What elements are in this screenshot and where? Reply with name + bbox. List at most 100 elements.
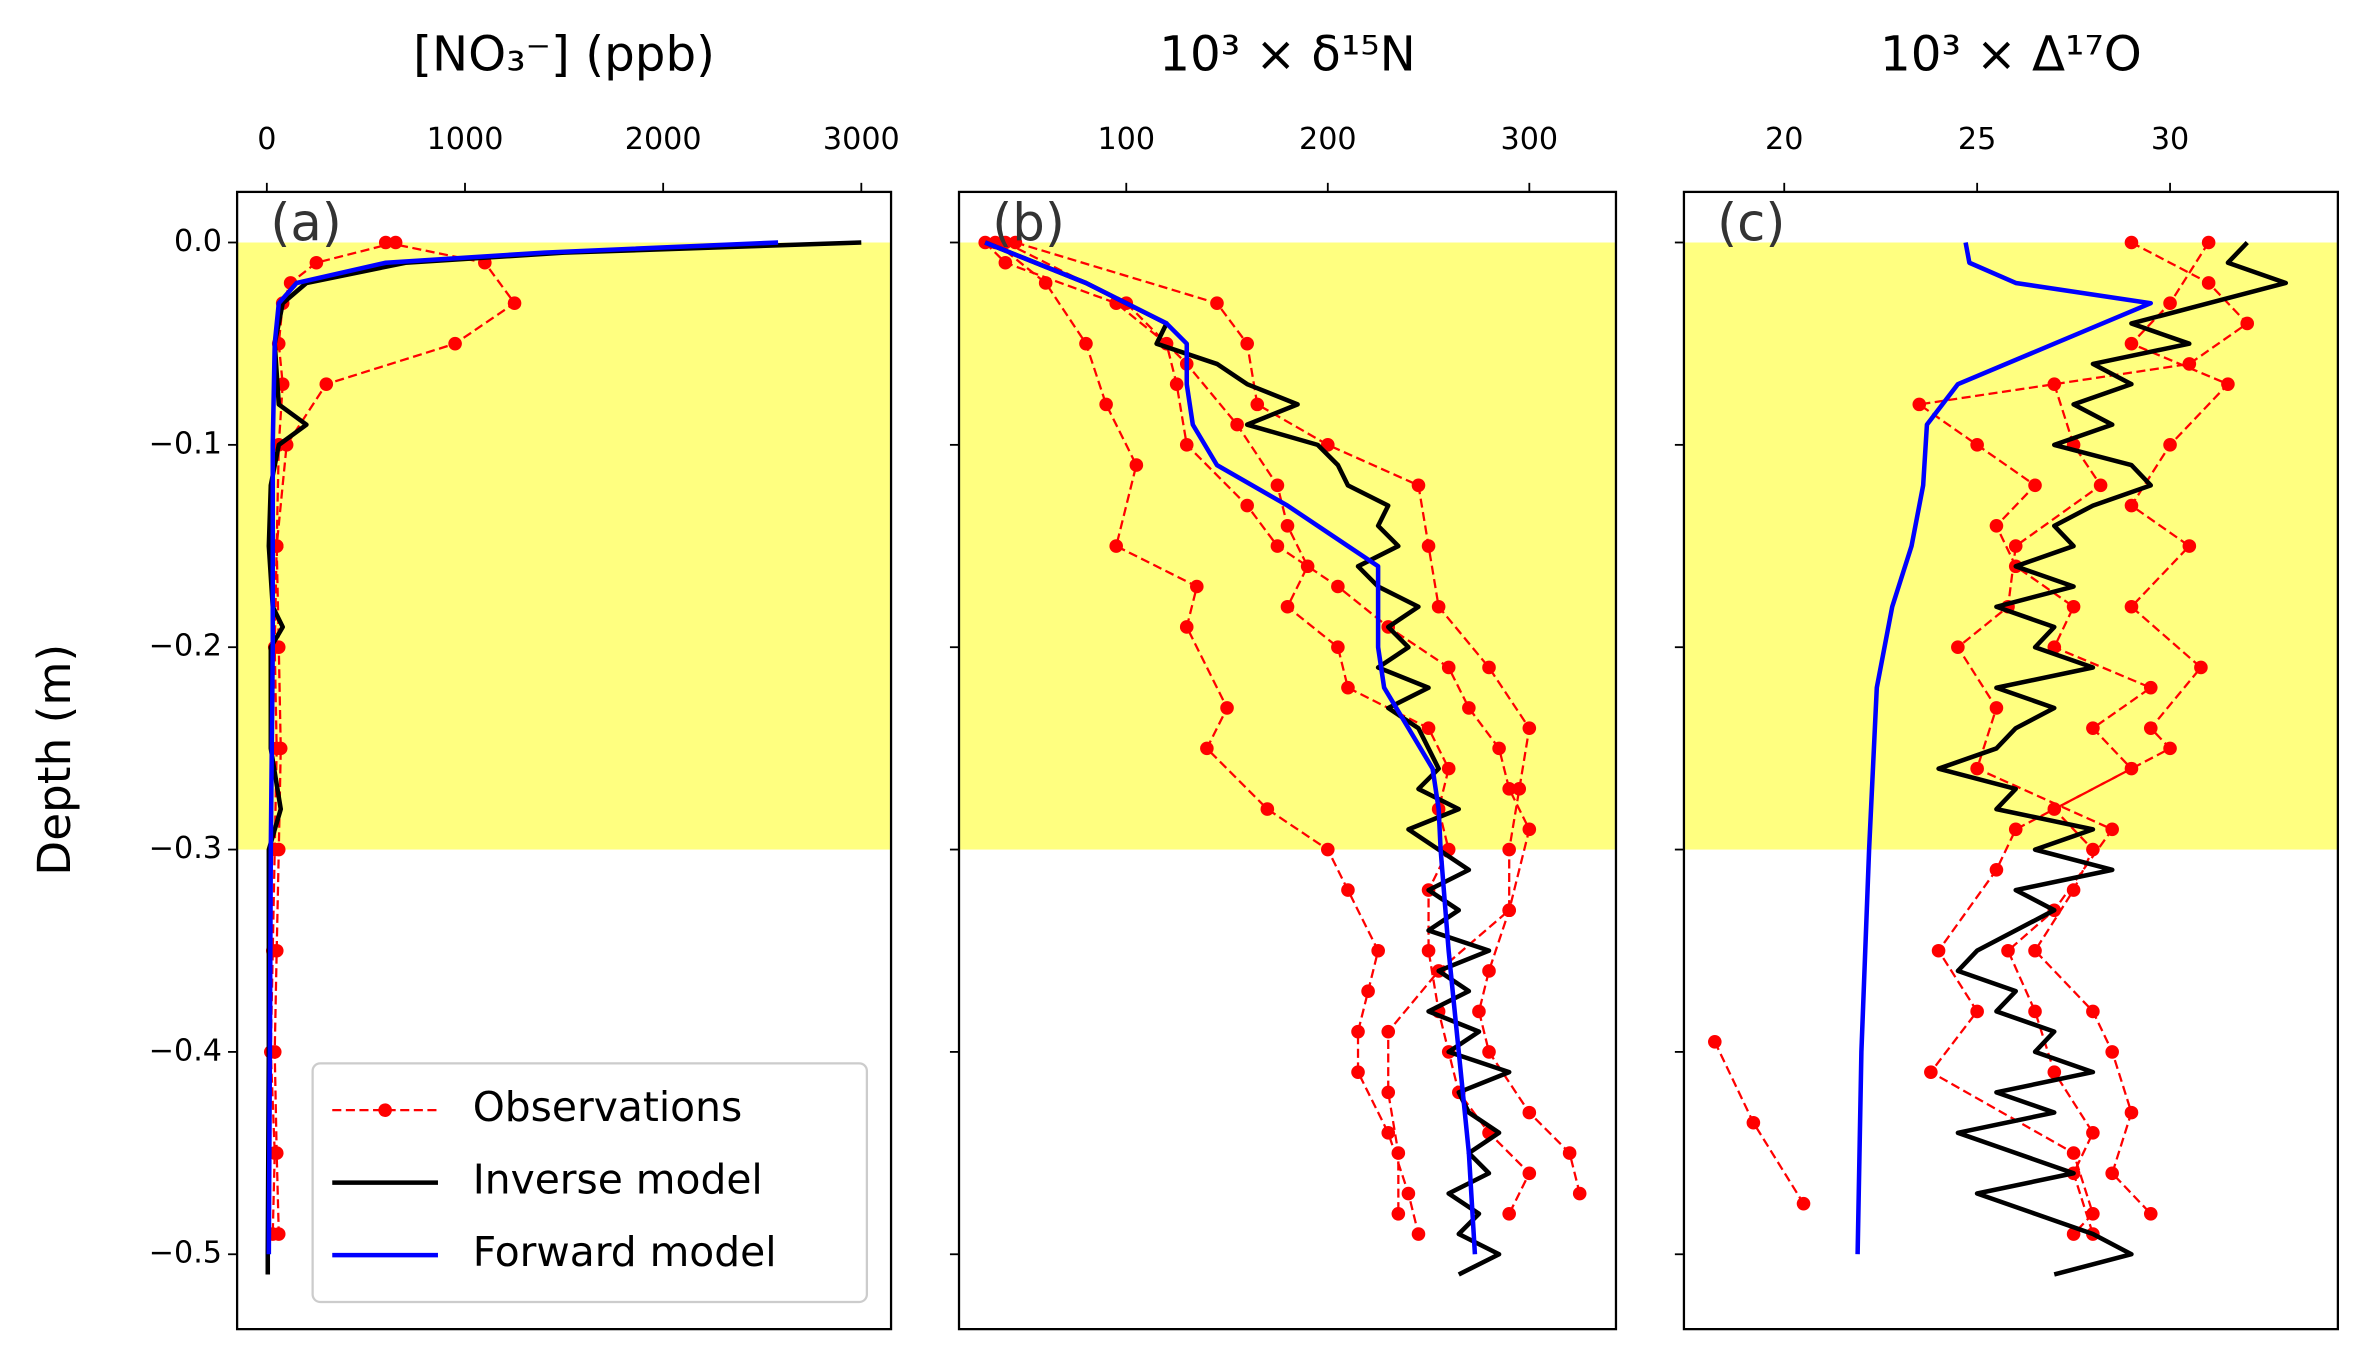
observation-line xyxy=(994,241,1420,1235)
observation-point xyxy=(1989,701,2004,715)
observation-point xyxy=(1381,1126,1396,1140)
observation-point xyxy=(998,235,1013,250)
panel-title: 10³ × δ¹⁵N xyxy=(1159,26,1415,82)
x-tick-label: 25 xyxy=(1958,122,1996,157)
observation-point xyxy=(1381,1085,1396,1100)
y-tick-label: 0.0 xyxy=(174,224,222,259)
panel-label: (b) xyxy=(992,194,1065,254)
observation-point xyxy=(1970,1004,1984,1019)
legend-label: Forward model xyxy=(473,1228,777,1276)
observation-point xyxy=(2001,943,2015,958)
observation-point xyxy=(1989,518,2004,533)
observation-point xyxy=(1441,761,1456,776)
observation-point xyxy=(2143,1206,2158,1221)
observation-point xyxy=(2163,296,2177,311)
observation-point xyxy=(1038,276,1053,290)
observation-point xyxy=(1421,539,1436,553)
observation-point xyxy=(2047,1065,2062,1079)
observation-point xyxy=(2086,1004,2100,1019)
model-line xyxy=(984,240,1478,1255)
plot-area xyxy=(959,235,1616,1277)
observation-point xyxy=(1331,579,1345,594)
observation-point xyxy=(1109,539,1123,553)
observation-point xyxy=(1512,782,1527,796)
plot-area xyxy=(237,235,892,1275)
observation-point xyxy=(1708,1034,1722,1049)
observation-line xyxy=(1956,383,2114,1235)
observation-point xyxy=(2093,478,2108,493)
observation-point xyxy=(1421,943,1436,958)
observation-point xyxy=(2086,842,2100,857)
observation-point xyxy=(1351,1024,1365,1039)
x-tick-label: 1000 xyxy=(427,122,504,157)
y-tick-label: −0.3 xyxy=(149,831,222,866)
observation-point xyxy=(1240,336,1254,351)
panel-label: (c) xyxy=(1717,194,1785,254)
observation-point xyxy=(1796,1196,1811,1211)
observation-point xyxy=(1391,1206,1406,1221)
observation-point xyxy=(1502,1206,1516,1221)
observation-point xyxy=(1321,438,1335,452)
observation-point xyxy=(1270,539,1285,553)
observation-point xyxy=(1190,579,1204,594)
observation-point xyxy=(1341,680,1355,695)
axes-frame xyxy=(1682,190,2340,1331)
observation-line xyxy=(1015,241,1531,1214)
observation-point xyxy=(1250,397,1265,412)
observation-point xyxy=(507,296,522,311)
y-tick-label: −0.1 xyxy=(149,426,222,461)
observation-point xyxy=(2066,599,2081,614)
observation-point xyxy=(1351,1065,1365,1079)
x-tick-label: 100 xyxy=(1097,122,1155,157)
observation-point xyxy=(1502,903,1516,918)
observation-point xyxy=(2221,377,2235,391)
observation-point xyxy=(1441,660,1456,675)
observation-point xyxy=(2240,316,2255,331)
observation-point xyxy=(998,255,1013,270)
observation-point xyxy=(1401,1186,1416,1201)
observation-point xyxy=(2124,235,2139,250)
legend-label: Observations xyxy=(473,1083,742,1131)
observation-point xyxy=(1522,1166,1537,1181)
observation-point xyxy=(1240,498,1254,513)
observation-point xyxy=(1341,883,1355,897)
observation-point xyxy=(2124,336,2139,351)
x-tick-label: 3000 xyxy=(823,122,900,157)
observation-point xyxy=(2124,1105,2139,1120)
observation-point xyxy=(2047,377,2062,391)
observation-point xyxy=(1270,478,1285,493)
y-tick-label: −0.5 xyxy=(149,1236,222,1271)
observation-point xyxy=(2105,822,2119,837)
observation-point xyxy=(2028,943,2042,958)
y-axis-label: Depth (m) xyxy=(28,644,81,876)
observation-point xyxy=(1200,741,1214,756)
observation-point xyxy=(2028,478,2042,493)
observation-point xyxy=(2124,599,2139,614)
observation-point xyxy=(1321,842,1335,857)
axes-frame xyxy=(957,190,1618,1331)
observation-point xyxy=(1522,822,1537,837)
observation-point xyxy=(1411,478,1426,493)
model-line xyxy=(1855,242,2154,1255)
observation-point xyxy=(1931,943,1946,958)
observation-point xyxy=(2143,721,2158,735)
observation-point xyxy=(1472,1004,1486,1019)
observation-point xyxy=(2086,721,2100,735)
observation-point xyxy=(1924,1065,1938,1079)
observation-point xyxy=(1951,640,1965,655)
observation-point xyxy=(2066,1146,2081,1160)
observation-point xyxy=(448,336,462,351)
observation-point xyxy=(1746,1115,1761,1130)
x-tick-label: 200 xyxy=(1299,122,1357,157)
observation-point xyxy=(1300,559,1315,574)
x-tick-label: 2000 xyxy=(625,122,702,157)
observation-point xyxy=(1562,1146,1577,1160)
observation-point xyxy=(2163,438,2177,452)
observation-line xyxy=(1004,241,1531,1215)
observation-point xyxy=(1970,761,1984,776)
x-tick-label: 30 xyxy=(2151,122,2189,157)
observation-point xyxy=(1280,599,1295,614)
observation-point xyxy=(1522,721,1537,735)
